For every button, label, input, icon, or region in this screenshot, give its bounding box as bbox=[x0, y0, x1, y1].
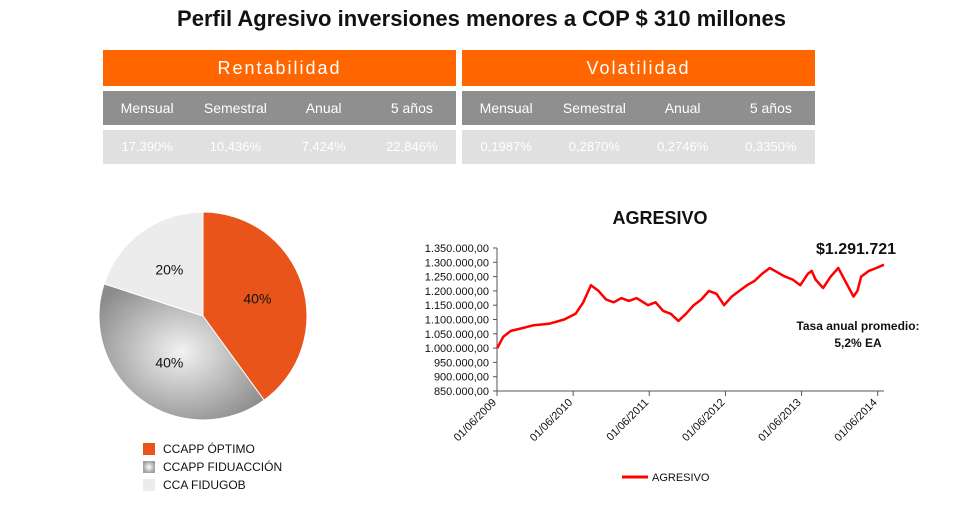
legend-label: CCA FIDUGOB bbox=[163, 478, 246, 492]
volatilidad-panel: Volatilidad Mensual Semestral Anual 5 añ… bbox=[462, 50, 815, 164]
legend-label: CCAPP FIDUACCIÓN bbox=[163, 460, 283, 474]
y-tick-label: 1.250.000,00 bbox=[425, 272, 489, 284]
legend-label: CCAPP ÓPTIMO bbox=[163, 442, 255, 456]
volatilidad-header: Volatilidad bbox=[462, 50, 815, 86]
value-cell: 7,424% bbox=[301, 139, 346, 154]
value-cell: 0,1987% bbox=[480, 139, 532, 154]
volatilidad-columns: Mensual Semestral Anual 5 años bbox=[462, 91, 815, 125]
column-header: Mensual bbox=[479, 100, 533, 116]
y-tick-label: 1.350.000,00 bbox=[425, 243, 489, 255]
volatilidad-values: 0,1987% 0,2870% 0,2746% 0,3350% bbox=[462, 130, 815, 164]
value-cell: 10,436% bbox=[209, 139, 262, 154]
rentabilidad-columns: Mensual Semestral Anual 5 años bbox=[103, 91, 456, 125]
value-cell: 0,3350% bbox=[745, 139, 797, 154]
legend-item: CCAPP FIDUACCIÓN bbox=[143, 458, 282, 476]
legend-swatch bbox=[143, 479, 155, 491]
column-header: Semestral bbox=[562, 100, 626, 116]
pie-slice bbox=[103, 211, 204, 317]
column-header: 5 años bbox=[390, 100, 433, 116]
rentabilidad-header: Rentabilidad bbox=[103, 50, 456, 86]
y-tick-label: 900.000,00 bbox=[434, 372, 489, 384]
column-header: Mensual bbox=[120, 100, 174, 116]
x-tick-label: 01/06/2013 bbox=[756, 397, 803, 444]
y-tick-label: 850.000,00 bbox=[434, 386, 489, 398]
pie-slice-label: 20% bbox=[155, 262, 183, 278]
value-cell: 22,846% bbox=[386, 139, 438, 154]
x-tick-label: 01/06/2009 bbox=[452, 397, 499, 444]
line-chart: AGRESIVO $1.291.721 Tasa anual promedio:… bbox=[425, 208, 920, 484]
pie-legend: CCAPP ÓPTIMO CCAPP FIDUACCIÓN CCA FIDUGO… bbox=[143, 440, 282, 494]
pie-slice-label: 40% bbox=[243, 290, 271, 306]
x-tick-label: 01/06/2014 bbox=[832, 397, 879, 444]
column-header: Semestral bbox=[203, 100, 267, 116]
legend-item: CCA FIDUGOB bbox=[143, 476, 282, 494]
final-value-annotation: $1.291.721 bbox=[816, 241, 896, 258]
y-tick-label: 1.100.000,00 bbox=[425, 315, 489, 327]
line-legend-label: AGRESIVO bbox=[652, 472, 710, 484]
annual-rate-value: 5,2% EA bbox=[834, 336, 882, 350]
legend-item: CCAPP ÓPTIMO bbox=[143, 440, 282, 458]
value-cell: 0,2870% bbox=[568, 139, 621, 154]
value-cell: 17,390% bbox=[121, 139, 173, 154]
x-tick-label: 01/06/2011 bbox=[605, 397, 652, 444]
x-tick-label: 01/06/2012 bbox=[680, 397, 727, 444]
y-tick-label: 1.200.000,00 bbox=[425, 286, 489, 298]
pie-slice bbox=[98, 283, 265, 421]
y-tick-label: 1.150.000,00 bbox=[425, 300, 489, 312]
line-chart-title: AGRESIVO bbox=[612, 208, 707, 228]
y-tick-label: 1.000.000,00 bbox=[425, 343, 489, 355]
pie-chart: 40% 40% 20% bbox=[98, 211, 308, 421]
rentabilidad-values: 17,390% 10,436% 7,424% 22,846% bbox=[103, 130, 456, 164]
legend-swatch bbox=[143, 461, 155, 473]
y-tick-label: 950.000,00 bbox=[434, 357, 489, 369]
value-cell: 0,2746% bbox=[656, 139, 709, 154]
pie-slice-label: 40% bbox=[155, 354, 183, 370]
column-header: Anual bbox=[305, 100, 342, 116]
y-tick-label: 1.300.000,00 bbox=[425, 257, 489, 269]
legend-swatch bbox=[143, 443, 155, 455]
rentabilidad-panel: Rentabilidad Mensual Semestral Anual 5 a… bbox=[103, 50, 456, 164]
y-tick-label: 1.050.000,00 bbox=[425, 329, 489, 341]
series-line-agresivo bbox=[496, 263, 885, 349]
annual-rate-label: Tasa anual promedio: bbox=[796, 319, 919, 333]
pie-slice bbox=[202, 211, 308, 401]
column-header: 5 años bbox=[749, 100, 792, 116]
x-tick-label: 01/06/2010 bbox=[528, 397, 575, 444]
page-title: Perfil Agresivo inversiones menores a CO… bbox=[177, 6, 786, 31]
column-header: Anual bbox=[664, 100, 701, 116]
